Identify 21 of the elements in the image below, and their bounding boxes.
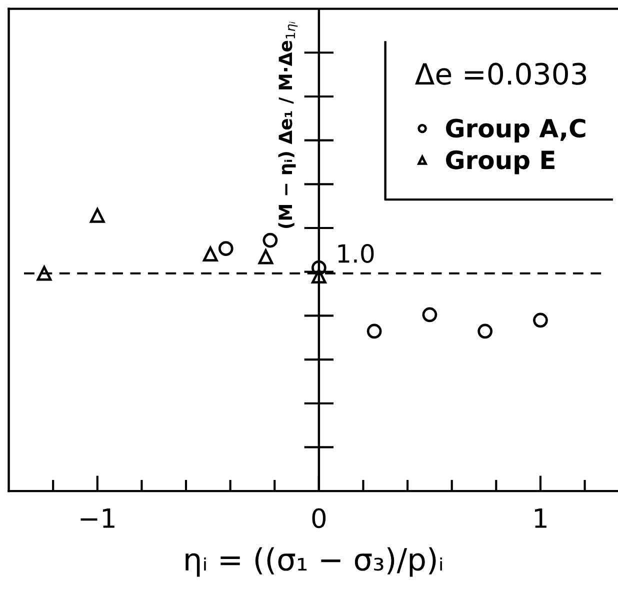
y-axis-title: (M − ηᵢ) Δe₁ / M·Δe$_{1ηᵢ}$	[278, 22, 298, 228]
point	[90, 208, 105, 223]
legend-title: Δe =0.0303	[415, 62, 586, 85]
x-axis-title: ηᵢ = ((σ₁ − σ₃)/p)ᵢ	[186, 547, 442, 577]
x-tick-label: 1	[534, 508, 546, 528]
point	[262, 232, 278, 248]
point	[366, 324, 382, 339]
annotation: 1.0	[338, 244, 374, 263]
legend-label: Group E	[446, 150, 554, 174]
point	[311, 260, 326, 276]
point	[202, 246, 218, 262]
point	[258, 249, 274, 264]
point	[218, 241, 234, 256]
point	[422, 307, 438, 322]
point	[533, 312, 548, 328]
x-tick-label: −1	[80, 508, 114, 528]
point	[36, 266, 52, 281]
legend-label: Group A,C	[446, 118, 586, 142]
x-tick-label: 0	[312, 508, 326, 528]
point	[311, 268, 326, 284]
point	[478, 324, 493, 339]
